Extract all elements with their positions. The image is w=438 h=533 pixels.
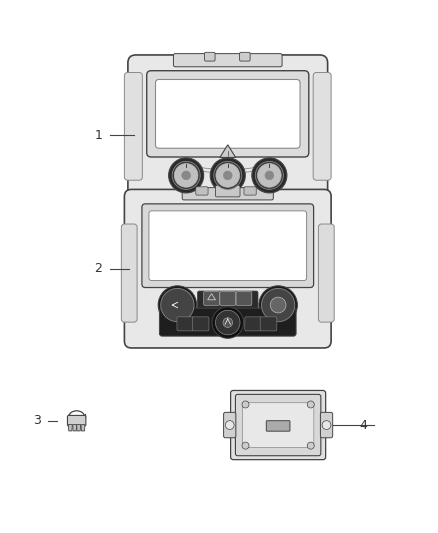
Circle shape [258, 164, 281, 187]
FancyBboxPatch shape [121, 224, 137, 322]
FancyBboxPatch shape [182, 188, 273, 200]
FancyBboxPatch shape [244, 187, 256, 195]
Circle shape [158, 286, 197, 324]
Circle shape [255, 161, 283, 189]
Circle shape [265, 171, 274, 180]
FancyBboxPatch shape [67, 415, 86, 426]
FancyBboxPatch shape [245, 317, 261, 331]
FancyBboxPatch shape [192, 317, 209, 331]
FancyBboxPatch shape [142, 204, 314, 287]
FancyBboxPatch shape [313, 72, 331, 180]
FancyBboxPatch shape [220, 292, 236, 305]
Circle shape [182, 171, 191, 180]
Circle shape [270, 297, 286, 313]
Polygon shape [77, 425, 81, 431]
FancyBboxPatch shape [260, 317, 277, 331]
Circle shape [242, 401, 249, 408]
FancyBboxPatch shape [124, 72, 142, 180]
Circle shape [307, 442, 314, 449]
Circle shape [169, 158, 204, 193]
FancyBboxPatch shape [173, 54, 282, 67]
Circle shape [215, 310, 240, 335]
Polygon shape [68, 425, 72, 431]
Circle shape [261, 288, 295, 322]
FancyBboxPatch shape [266, 421, 290, 431]
Circle shape [161, 288, 194, 322]
Circle shape [225, 421, 234, 430]
Text: 1: 1 [95, 128, 102, 142]
Circle shape [223, 171, 232, 180]
Polygon shape [81, 425, 85, 431]
Circle shape [172, 161, 200, 189]
Polygon shape [220, 145, 236, 157]
FancyBboxPatch shape [204, 292, 219, 305]
Circle shape [223, 318, 233, 327]
FancyBboxPatch shape [318, 224, 334, 322]
Text: 2: 2 [95, 262, 102, 275]
Circle shape [210, 158, 245, 193]
Circle shape [252, 158, 287, 193]
FancyBboxPatch shape [159, 308, 296, 336]
Circle shape [259, 286, 297, 324]
FancyBboxPatch shape [215, 185, 240, 197]
Circle shape [242, 442, 249, 449]
FancyBboxPatch shape [147, 71, 309, 157]
FancyBboxPatch shape [320, 413, 333, 438]
FancyBboxPatch shape [205, 52, 215, 61]
Circle shape [212, 307, 244, 338]
Circle shape [307, 401, 314, 408]
Circle shape [322, 421, 331, 430]
FancyBboxPatch shape [236, 292, 252, 305]
Text: 3: 3 [33, 414, 41, 427]
FancyBboxPatch shape [196, 187, 208, 195]
FancyBboxPatch shape [155, 79, 300, 148]
Circle shape [174, 164, 198, 187]
FancyBboxPatch shape [223, 413, 236, 438]
FancyBboxPatch shape [243, 403, 314, 447]
Polygon shape [73, 425, 77, 431]
FancyBboxPatch shape [240, 52, 250, 61]
Text: 4: 4 [360, 418, 367, 432]
FancyBboxPatch shape [230, 391, 325, 459]
Circle shape [216, 164, 240, 187]
FancyBboxPatch shape [149, 211, 307, 280]
FancyBboxPatch shape [124, 189, 331, 348]
FancyBboxPatch shape [177, 317, 194, 331]
FancyBboxPatch shape [236, 394, 321, 456]
Circle shape [214, 161, 242, 189]
FancyBboxPatch shape [198, 291, 258, 312]
FancyBboxPatch shape [128, 55, 328, 202]
